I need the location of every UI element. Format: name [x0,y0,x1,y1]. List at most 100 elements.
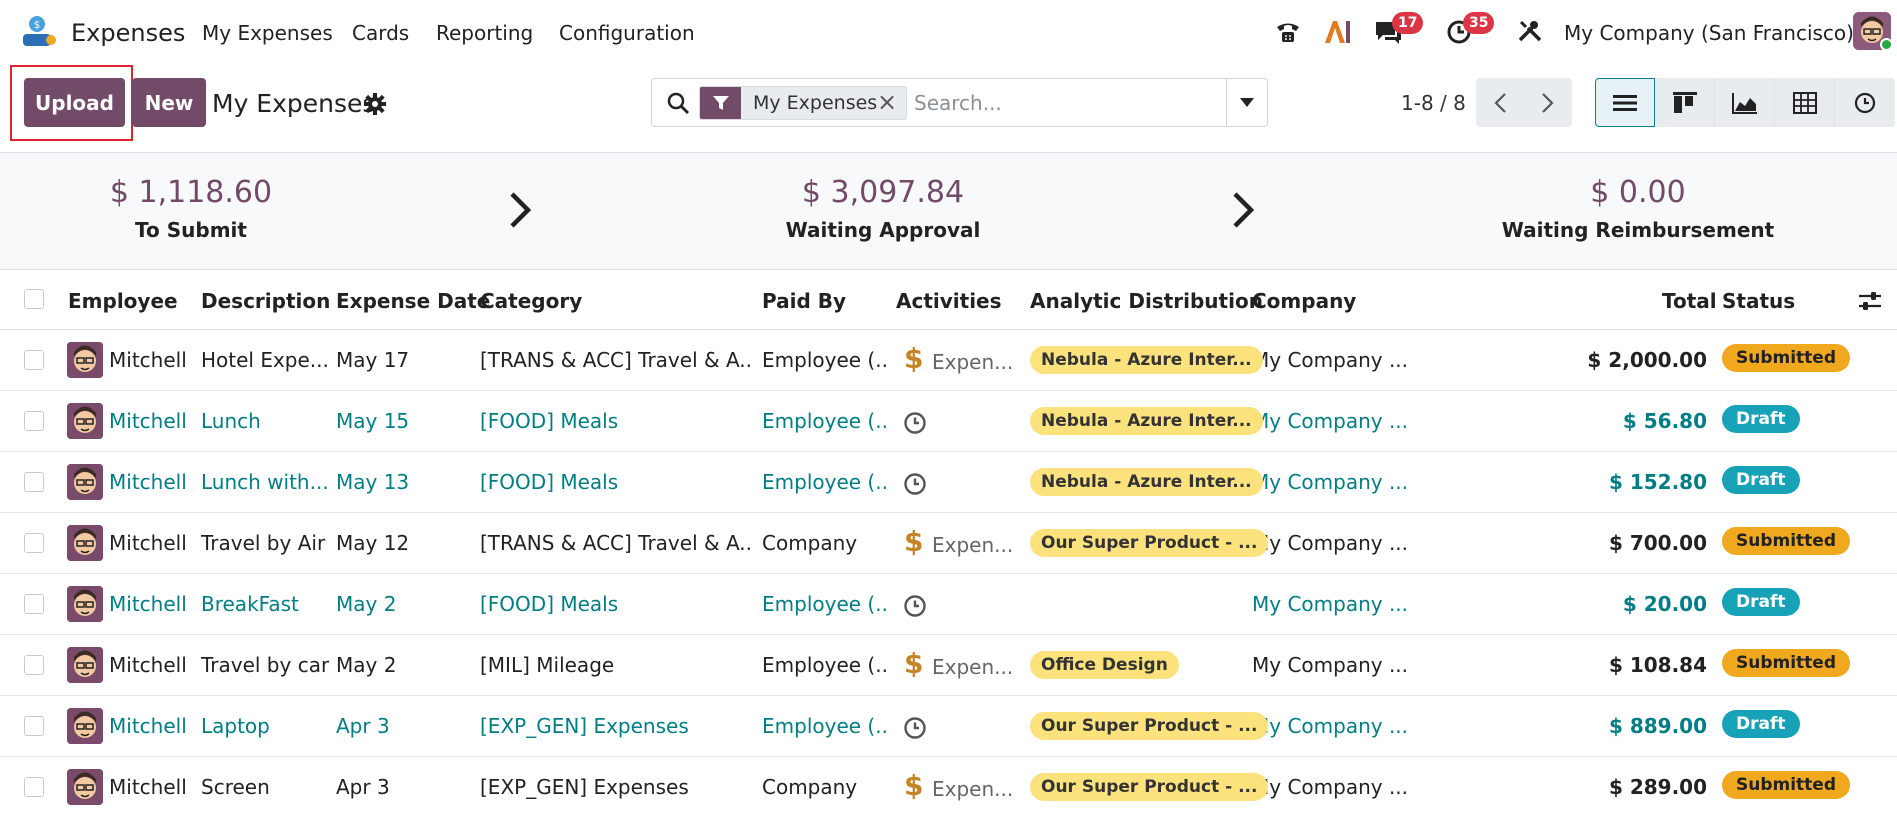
dollar-icon[interactable]: $ [904,647,924,680]
column-description[interactable]: Description [201,289,331,313]
company-cell: My Company ... [1252,775,1409,799]
waiting-approval-amount[interactable]: $ 3,097.84 [801,175,965,210]
activity-summary[interactable]: Expen... [932,655,1014,679]
pager-previous-button[interactable] [1476,78,1524,127]
analytic-tag: Our Super Product - ... [1030,773,1269,801]
column-expense-date[interactable]: Expense Date [336,289,491,313]
table-row[interactable] [0,452,1897,513]
chevron-down-icon[interactable] [1226,79,1267,126]
expense-date-cell: May 2 [336,653,397,677]
area-chart-icon [1731,92,1757,114]
pager-next-button[interactable] [1524,78,1572,127]
clock-icon[interactable] [903,594,927,618]
employee-avatar [67,403,103,439]
pager-value[interactable]: 1-8 / 8 [1401,91,1466,115]
dollar-icon[interactable]: $ [904,525,924,558]
expenses-app-icon[interactable]: $ [21,14,57,50]
column-category[interactable]: Category [480,289,583,313]
waiting-reimbursement-label[interactable]: Waiting Reimbursement [1501,218,1775,242]
list-view-button[interactable] [1595,78,1655,127]
page-title: My Expenses [212,89,376,118]
table-row[interactable] [0,391,1897,452]
search-facet-filter[interactable]: My Expenses [699,86,907,120]
graph-view-button[interactable] [1715,78,1775,127]
expense-date-cell: Apr 3 [336,714,390,738]
row-checkbox[interactable] [24,777,44,797]
column-activities[interactable]: Activities [896,289,1002,313]
row-checkbox[interactable] [24,655,44,675]
close-icon[interactable]: × [876,88,898,116]
clock-icon[interactable] [903,716,927,740]
select-all-checkbox[interactable] [24,289,44,309]
pivot-view-button[interactable] [1775,78,1835,127]
column-paid-by[interactable]: Paid By [762,289,847,313]
row-checkbox[interactable] [24,411,44,431]
waiting-approval-label[interactable]: Waiting Approval [785,218,981,242]
activity-view-button[interactable] [1835,78,1895,127]
chevron-right-icon [1233,192,1255,228]
menu-reporting[interactable]: Reporting [436,21,534,45]
list-icon [1613,94,1637,111]
column-analytic-distribution[interactable]: Analytic Distribution [1030,289,1263,313]
to-submit-amount[interactable]: $ 1,118.60 [109,175,273,210]
employee-cell: Mitchell Admin [109,348,193,372]
activity-summary[interactable]: Expen... [932,350,1014,374]
analytic-tag: Nebula - Azure Inter... [1030,407,1263,435]
to-submit-label[interactable]: To Submit [135,218,247,242]
kanban-view-button[interactable] [1655,78,1715,127]
description-cell: Hotel Expe... [201,348,329,372]
analytic-tag: Our Super Product - ... [1030,712,1269,740]
ai-icon[interactable] [1322,16,1354,48]
upload-button[interactable]: Upload [24,78,125,127]
category-cell: [FOOD] Meals [480,470,619,494]
table-row[interactable] [0,330,1897,391]
gear-icon[interactable] [364,93,386,115]
search-icon[interactable] [666,91,690,115]
tools-icon[interactable] [1514,16,1546,48]
employee-avatar [67,708,103,744]
column-status[interactable]: Status [1722,289,1796,313]
filter-icon [700,87,741,119]
clock-icon[interactable] [903,411,927,435]
expense-summary-band [0,152,1897,270]
company-switcher[interactable]: My Company (San Francisco) [1564,21,1854,45]
menu-configuration[interactable]: Configuration [559,21,695,45]
table-row[interactable] [0,696,1897,757]
dollar-icon[interactable]: $ [904,342,924,375]
column-company[interactable]: Company [1252,289,1357,313]
total-cell: $ 56.80 [1622,409,1707,433]
new-button[interactable]: New [132,78,206,127]
table-row[interactable] [0,635,1897,696]
column-total[interactable]: Total [1662,289,1717,313]
optional-columns-icon[interactable] [1858,290,1882,312]
kanban-icon [1672,91,1697,113]
clock-icon[interactable] [903,472,927,496]
description-cell: Travel by Air [201,531,326,555]
menu-my-expenses[interactable]: My Expenses [202,21,333,45]
svg-text:$: $ [34,20,40,31]
row-checkbox[interactable] [24,533,44,553]
table-row[interactable] [0,513,1897,574]
search-input[interactable] [914,88,1214,118]
employee-avatar [67,769,103,805]
row-checkbox[interactable] [24,350,44,370]
company-cell: My Company ... [1252,409,1409,433]
expense-date-cell: May 2 [336,592,397,616]
table-row[interactable] [0,574,1897,635]
phone-icon[interactable] [1272,16,1304,48]
row-checkbox[interactable] [24,472,44,492]
activity-summary[interactable]: Expen... [932,533,1014,557]
category-cell: [EXP_GEN] Expenses [480,714,689,738]
menu-cards[interactable]: Cards [352,21,410,45]
waiting-reimbursement-amount[interactable]: $ 0.00 [1590,175,1686,210]
row-checkbox[interactable] [24,716,44,736]
app-name[interactable]: Expenses [71,19,186,47]
table-row[interactable] [0,757,1897,817]
company-cell: My Company ... [1252,714,1409,738]
paid-by-cell: Employee (... [762,653,887,677]
activity-summary[interactable]: Expen... [932,777,1014,801]
row-checkbox[interactable] [24,594,44,614]
dollar-icon[interactable]: $ [904,769,924,802]
analytic-tag: Our Super Product - ... [1030,529,1269,557]
column-employee[interactable]: Employee [68,289,178,313]
